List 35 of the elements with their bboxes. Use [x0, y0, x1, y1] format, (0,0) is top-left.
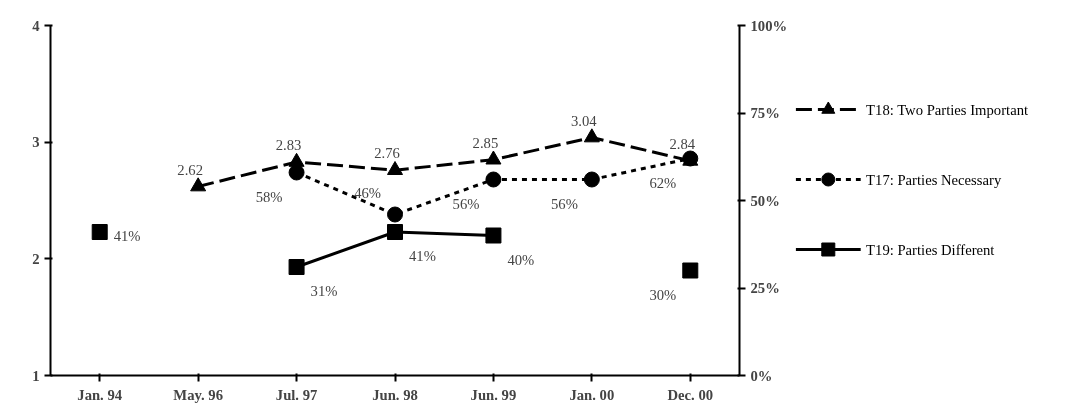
- data-label: 2.76: [374, 145, 400, 162]
- data-label: 62%: [649, 174, 677, 191]
- x-tick-label: May. 96: [173, 386, 223, 403]
- x-tick-label: Jan. 94: [77, 386, 123, 403]
- legend-label: T17: Parties Necessary: [866, 171, 1002, 188]
- data-label: 2.83: [275, 137, 302, 153]
- y-tick-label: 3: [32, 134, 40, 151]
- data-label: 2.62: [177, 161, 203, 178]
- y-tick-label: 1: [32, 367, 40, 384]
- x-tick-label: Jun. 99: [470, 386, 517, 403]
- data-label: 41%: [113, 228, 141, 244]
- data-label: 30%: [649, 286, 677, 303]
- legend-label: T19: Parties Different: [866, 241, 995, 258]
- data-label: 56%: [452, 195, 480, 212]
- y2-tick-label: 100%: [750, 17, 788, 34]
- x-tick-label: Jan. 00: [569, 386, 615, 403]
- x-tick-label: Dec. 00: [667, 386, 714, 403]
- data-label: 58%: [255, 188, 283, 205]
- y2-tick-label: 25%: [750, 280, 780, 296]
- x-tick-label: Jul. 97: [275, 386, 318, 403]
- data-label: 40%: [507, 251, 535, 268]
- data-label: 56%: [550, 195, 578, 212]
- data-label: 31%: [310, 283, 338, 299]
- y2-tick-label: 0%: [750, 367, 773, 384]
- y2-tick-label: 75%: [750, 105, 780, 121]
- data-label: 3.04: [571, 112, 598, 129]
- y-tick-label: 2: [32, 250, 40, 267]
- data-label: 46%: [354, 184, 382, 201]
- y-tick-label: 4: [32, 17, 41, 34]
- x-tick-label: Jun. 98: [372, 386, 418, 403]
- data-label: 2.84: [669, 135, 696, 152]
- y2-tick-label: 50%: [750, 192, 780, 209]
- data-label: 41%: [409, 248, 436, 264]
- data-label: 2.85: [472, 134, 499, 151]
- legend-label: T18: Two Parties Important: [866, 101, 1029, 118]
